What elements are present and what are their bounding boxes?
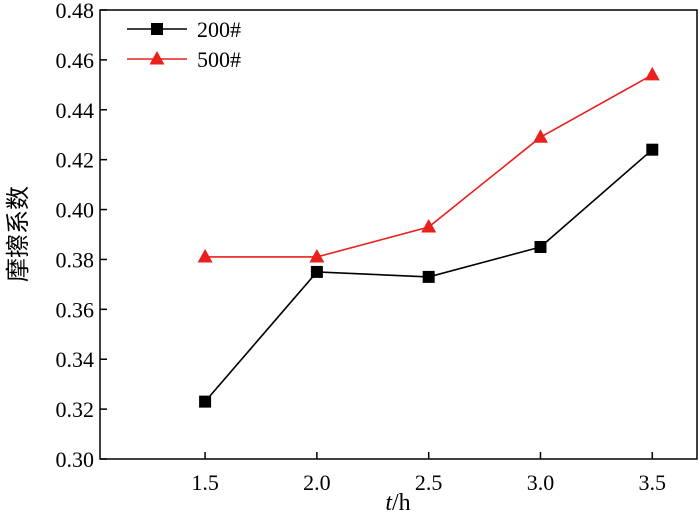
series-0: [199, 143, 659, 408]
legend-label: 500#: [197, 47, 241, 72]
data-point: [534, 240, 547, 253]
y-tick-label: 0.38: [56, 247, 95, 272]
data-point: [310, 265, 323, 278]
legend-item: 200#: [127, 17, 241, 42]
y-tick-label: 0.36: [56, 297, 95, 322]
y-tick-label: 0.32: [56, 397, 95, 422]
x-tick-label: 1.5: [191, 470, 219, 495]
legend: 200# 500#: [127, 17, 241, 72]
y-axis-title: 摩擦系数: [5, 186, 32, 282]
legend-marker: [149, 51, 165, 65]
legend-label: 200#: [197, 17, 241, 42]
data-point: [421, 219, 437, 233]
plot-frame: [99, 9, 698, 460]
x-tick-label: 2.0: [303, 470, 331, 495]
y-tick-label: 0.46: [56, 48, 95, 73]
data-point: [309, 248, 325, 263]
data-point: [199, 395, 212, 408]
y-tick-label: 0.34: [56, 347, 95, 372]
data-point: [646, 143, 659, 156]
y-axis-ticks: 0.30 0.32 0.34 0.36 0.38 0.40 0.42 0.44 0.46 0.48: [56, 0, 107, 472]
data-point: [197, 248, 213, 263]
series-1: [197, 66, 660, 263]
x-axis-ticks: 1.5 2.0 2.5 3.0 3.5: [191, 452, 666, 495]
y-tick-label: 0.48: [56, 0, 95, 23]
x-axis-title: t/h: [385, 490, 410, 516]
legend-marker: [151, 23, 163, 35]
y-tick-label: 0.42: [56, 148, 95, 173]
data-point: [644, 66, 660, 81]
y-tick-label: 0.40: [56, 198, 95, 223]
x-tick-label: 3.5: [639, 470, 667, 495]
x-tick-label: 3.0: [527, 470, 555, 495]
y-tick-label: 0.30: [56, 447, 95, 472]
data-point: [532, 129, 548, 143]
x-tick-label: 2.5: [415, 470, 443, 495]
legend-item: 500#: [127, 47, 241, 72]
series-layer: [197, 66, 660, 408]
y-tick-label: 0.44: [56, 98, 95, 123]
data-point: [422, 270, 435, 283]
